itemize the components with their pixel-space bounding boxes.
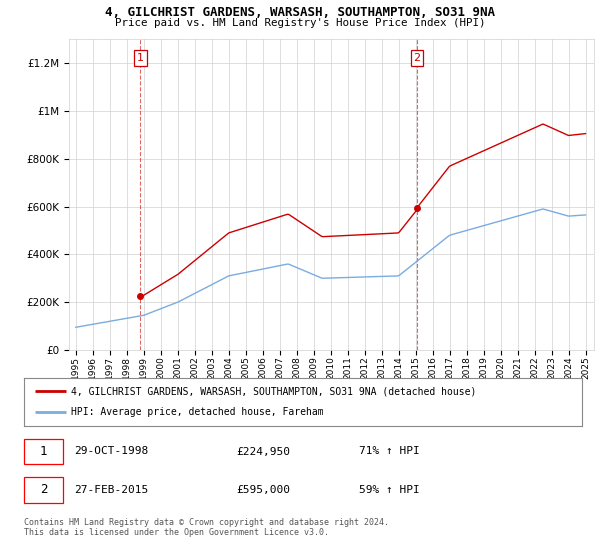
Text: 29-OCT-1998: 29-OCT-1998 [74,446,148,456]
Text: 1: 1 [40,445,47,458]
Text: £595,000: £595,000 [236,484,290,494]
Text: HPI: Average price, detached house, Fareham: HPI: Average price, detached house, Fare… [71,407,324,417]
Text: Price paid vs. HM Land Registry's House Price Index (HPI): Price paid vs. HM Land Registry's House … [115,18,485,28]
Text: 4, GILCHRIST GARDENS, WARSASH, SOUTHAMPTON, SO31 9NA (detached house): 4, GILCHRIST GARDENS, WARSASH, SOUTHAMPT… [71,386,477,396]
Text: 4, GILCHRIST GARDENS, WARSASH, SOUTHAMPTON, SO31 9NA: 4, GILCHRIST GARDENS, WARSASH, SOUTHAMPT… [105,6,495,18]
Text: 27-FEB-2015: 27-FEB-2015 [74,484,148,494]
Text: Contains HM Land Registry data © Crown copyright and database right 2024.
This d: Contains HM Land Registry data © Crown c… [24,518,389,538]
Text: 1: 1 [137,53,144,63]
FancyBboxPatch shape [24,438,63,464]
Text: £224,950: £224,950 [236,446,290,456]
Text: 59% ↑ HPI: 59% ↑ HPI [359,484,419,494]
Text: 2: 2 [40,483,47,496]
FancyBboxPatch shape [24,477,63,503]
Text: 2: 2 [413,53,421,63]
Text: 71% ↑ HPI: 71% ↑ HPI [359,446,419,456]
